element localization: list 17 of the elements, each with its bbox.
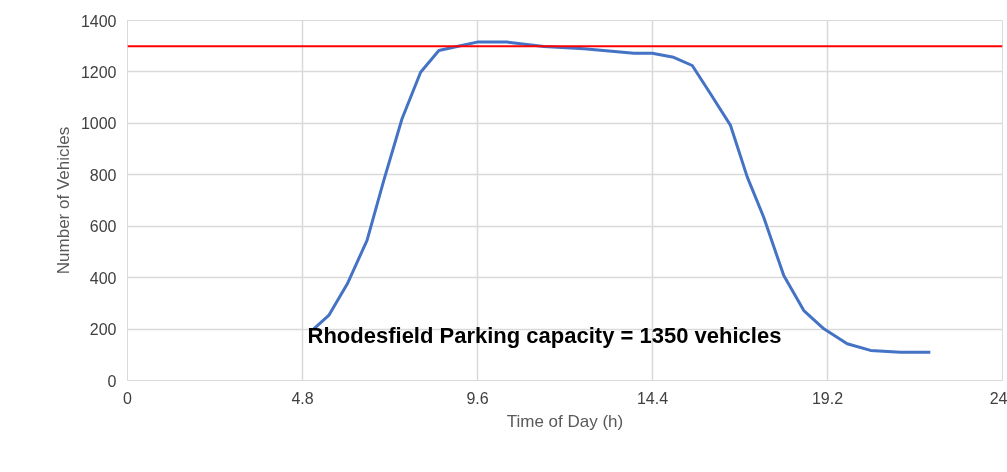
y-tick-label: 1000 [80,115,117,133]
y-tick-label: 200 [89,321,117,339]
x-tick-label: 24 [989,389,1007,407]
y-tick-label: 600 [89,218,117,236]
y-axis-title: Number of Vehicles [53,126,73,275]
x-axis-title: Time of Day (h) [506,411,624,431]
x-tick-label: 4.8 [291,389,314,407]
y-tick-label: 1200 [80,63,117,81]
annotation: Rhodesfield Parking capacity = 1350 vehicles [307,323,782,348]
x-tick-label: 14.4 [636,389,669,407]
y-tick-label: 1400 [80,12,117,30]
y-tick-label: 400 [89,269,117,287]
x-tick-label: 19.2 [811,389,844,407]
y-tick-label: 800 [89,166,117,184]
y-tick-label: 0 [107,372,117,390]
x-tick-label: 9.6 [466,389,489,407]
x-tick-label: 0 [123,389,133,407]
